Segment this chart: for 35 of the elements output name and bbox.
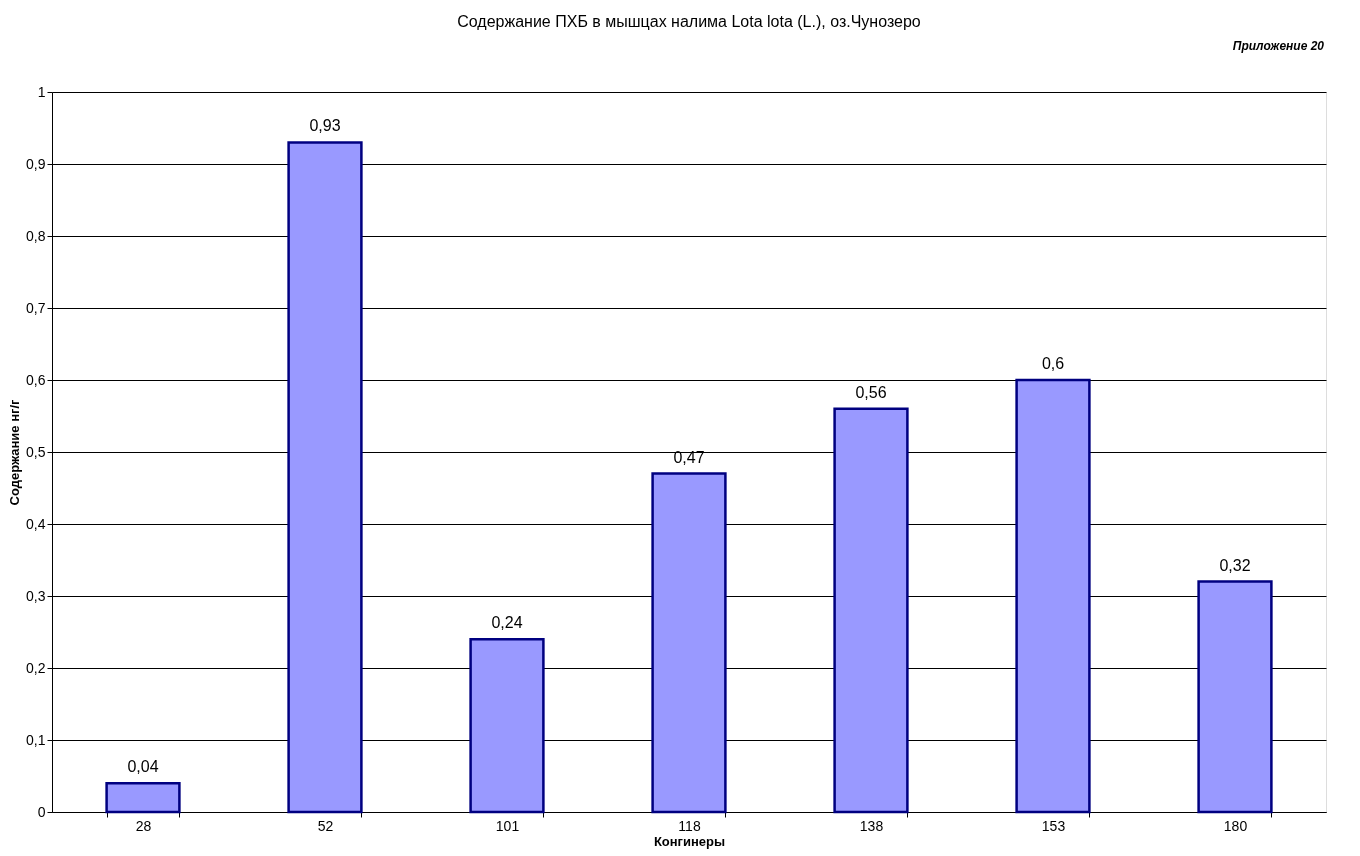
chart-title: Содержание ПХБ в мышцах налима Lota lota (L.), оз.Чунозеро xyxy=(457,13,921,30)
bar xyxy=(833,407,909,814)
y-tick-label: 0,5 xyxy=(26,443,46,460)
y-axis-title: Содержание нг/г xyxy=(7,398,23,506)
bar xyxy=(1197,580,1273,814)
x-tick-label: 138 xyxy=(859,817,884,834)
bar xyxy=(1015,378,1091,814)
data-label: 0,6 xyxy=(1041,355,1065,372)
data-label: 0,93 xyxy=(309,117,341,135)
data-label: 0,32 xyxy=(1219,556,1251,574)
y-tick-label: 0,6 xyxy=(26,371,46,388)
text: Приложение 20 xyxy=(1232,39,1325,53)
x-tick-label: 180 xyxy=(1223,817,1248,834)
y-tick-label: 0,2 xyxy=(26,659,46,676)
x-tick-label: 153 xyxy=(1041,817,1066,834)
y-tick-label: 0,1 xyxy=(26,731,46,748)
x-tick-label: 101 xyxy=(495,817,520,834)
data-label: 0,24 xyxy=(491,614,523,632)
bar xyxy=(469,637,545,814)
x-tick-label: 28 xyxy=(135,817,152,834)
y-tick-label: 0,3 xyxy=(26,587,46,604)
data-label: 0,04 xyxy=(127,758,159,776)
x-axis-title: Конгинеры xyxy=(653,833,726,849)
bar xyxy=(651,472,727,814)
x-tick-label: 118 xyxy=(678,817,701,834)
x-tick-label: 52 xyxy=(317,817,334,834)
data-label: 0,56 xyxy=(855,383,887,401)
y-tick-label: 0 xyxy=(37,803,46,820)
y-tick-label: 0,9 xyxy=(26,155,46,172)
y-tick-label: 1 xyxy=(37,83,46,100)
y-tick-label: 0,7 xyxy=(26,299,46,316)
bar xyxy=(287,141,363,814)
y-tick-label: 0,4 xyxy=(26,515,46,532)
y-tick-label: 0,8 xyxy=(26,227,46,244)
bar xyxy=(105,781,181,814)
